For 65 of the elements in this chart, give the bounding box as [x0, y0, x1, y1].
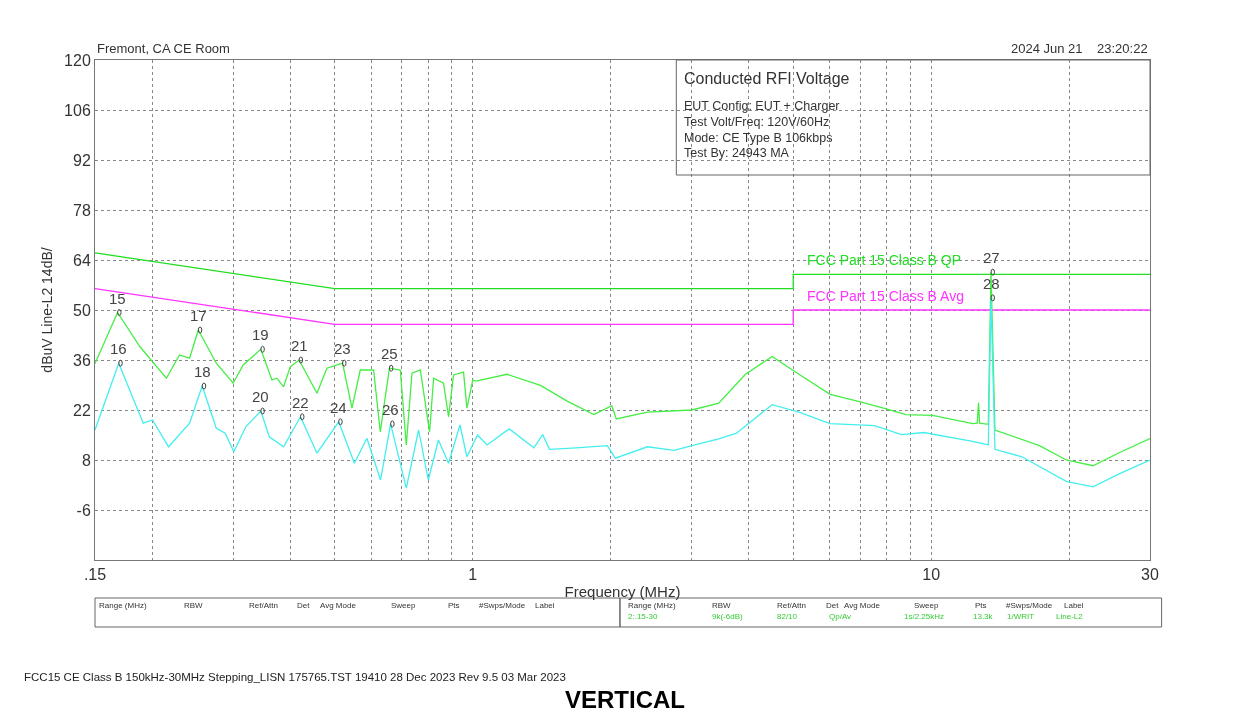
text: Pts [975, 601, 987, 610]
text: RBW [712, 601, 732, 610]
x-tick-label: 1 [468, 566, 478, 584]
text: FCC15 CE Class B 150kHz-30MHz Stepping_LISN 175765.TST 19410 28 Dec 2023 Rev 9.5 03 Mar 2023 [24, 671, 566, 683]
text: Pts [448, 601, 460, 610]
annotation: 27 [983, 249, 1000, 266]
text: #Swps/Mode [1006, 601, 1053, 610]
x-axis-title: Frequency (MHz) [564, 583, 681, 601]
annotation: 20 [252, 388, 269, 405]
text: Range (MHz) [99, 601, 147, 610]
annotation: Test By: 24943 MA [684, 146, 790, 160]
text: Avg Mode [844, 601, 881, 610]
series-label: FCC Part 15 Class B Avg [807, 288, 964, 304]
text: Fremont, CA CE Room [97, 41, 230, 56]
series-label: FCC Part 15 Class B QP [807, 252, 962, 268]
text: 9k(-6dB) [712, 612, 744, 621]
text: 1s/2.25kHz [904, 612, 945, 621]
y-axis-title: dBuV Line-L2 14dB/ [38, 247, 55, 373]
annotation: 16 [110, 340, 127, 357]
text: Label [1064, 601, 1084, 610]
text: Range (MHz) [628, 601, 676, 610]
text: 13.3k [973, 612, 994, 621]
y-tick-label: 36 [73, 351, 91, 369]
text: Label [535, 601, 555, 610]
text: #Swps/Mode [479, 601, 526, 610]
annotation: 17 [190, 307, 207, 324]
y-tick-label: 120 [64, 51, 91, 69]
text: Det [826, 601, 840, 610]
text: 82/10 [777, 612, 798, 621]
text: Conducted RFI Voltage [684, 70, 850, 87]
y-tick-label: 8 [81, 451, 91, 469]
annotation: 21 [291, 337, 308, 354]
y-tick-label: 78 [73, 201, 91, 219]
x-tick-label: 10 [922, 566, 941, 584]
annotation: Test Volt/Freq: 120V/60Hz [684, 115, 830, 129]
annotation: 25 [381, 345, 398, 362]
text: Sweep [914, 601, 940, 610]
text: 2024 Jun 21 23:20:22 [1011, 41, 1148, 56]
text: Det [297, 601, 311, 610]
text: Sweep [391, 601, 417, 610]
y-tick-label: 22 [73, 401, 91, 419]
text: Ref/Attn [249, 601, 278, 610]
text: Qp/Av [829, 612, 852, 621]
text: 2:.15-30 [628, 612, 658, 621]
y-tick-label: -6 [76, 501, 91, 519]
annotation: 24 [330, 399, 347, 416]
annotation: EUT Config: EUT + Charger [684, 99, 840, 113]
annotation: 22 [292, 394, 309, 411]
x-tick-label: .15 [83, 566, 107, 584]
x-tick-label: 30 [1141, 566, 1159, 584]
text: Ref/Attn [777, 601, 806, 610]
annotation: 18 [194, 363, 211, 380]
y-tick-label: 92 [73, 151, 91, 169]
annotation: Mode: CE Type B 106kbps [684, 131, 833, 145]
text: VERTICAL [565, 686, 685, 713]
text: 1/WRIT [1007, 612, 1035, 621]
y-tick-label: 106 [64, 101, 91, 119]
y-tick-label: 64 [73, 251, 91, 269]
text: Line-L2 [1056, 612, 1084, 621]
y-tick-label: 50 [73, 301, 91, 319]
text: RBW [184, 601, 204, 610]
annotation: 19 [252, 326, 269, 343]
text: Avg Mode [320, 601, 357, 610]
annotation: 15 [109, 290, 126, 307]
annotation: 23 [334, 340, 351, 357]
